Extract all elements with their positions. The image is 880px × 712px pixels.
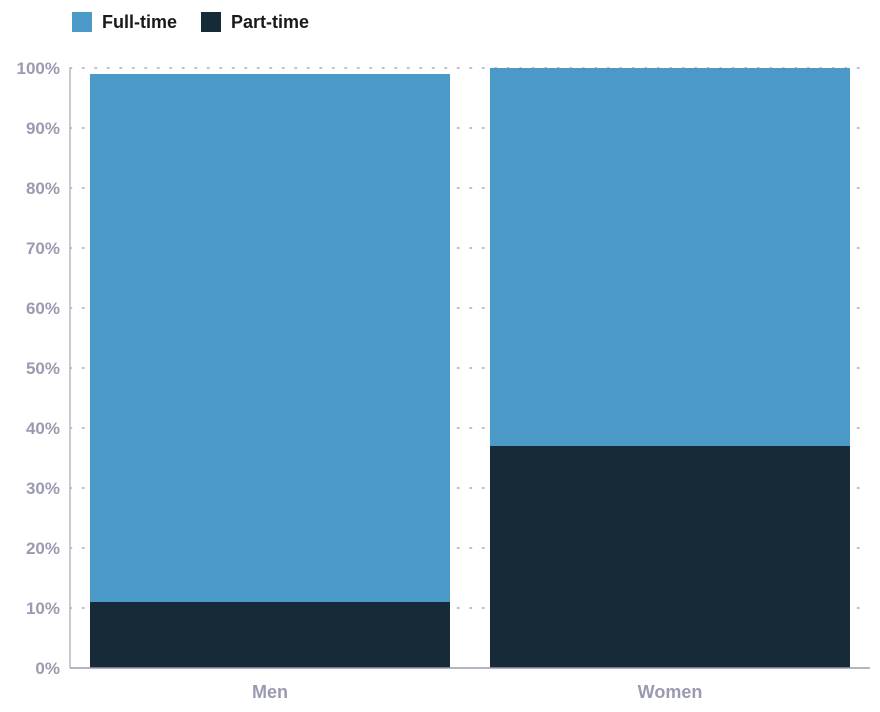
bar-women-part-time <box>490 446 850 668</box>
legend-swatch-part-time <box>201 12 221 32</box>
y-tick-label-90: 90% <box>26 119 60 138</box>
y-tick-label-10: 10% <box>26 599 60 618</box>
y-tick-label-40: 40% <box>26 419 60 438</box>
chart-legend: Full-time Part-time <box>72 10 333 34</box>
legend-item-part-time[interactable]: Part-time <box>201 12 309 33</box>
legend-label-part-time: Part-time <box>231 11 310 32</box>
legend-swatch-full-time <box>72 12 92 32</box>
y-tick-label-80: 80% <box>26 179 60 198</box>
y-tick-label-60: 60% <box>26 299 60 318</box>
bar-men-full-time <box>90 74 450 602</box>
y-tick-label-30: 30% <box>26 479 60 498</box>
x-tick-label-women: Women <box>638 682 703 702</box>
y-tick-label-50: 50% <box>26 359 60 378</box>
y-tick-label-20: 20% <box>26 539 60 558</box>
bar-women-full-time <box>490 68 850 446</box>
y-tick-label-100: 100% <box>17 59 60 78</box>
x-tick-label-men: Men <box>252 682 288 702</box>
y-tick-label-0: 0% <box>35 659 60 678</box>
legend-label-full-time: Full-time <box>102 11 177 32</box>
y-tick-label-70: 70% <box>26 239 60 258</box>
bar-men-part-time <box>90 602 450 668</box>
legend-item-full-time[interactable]: Full-time <box>72 12 177 33</box>
